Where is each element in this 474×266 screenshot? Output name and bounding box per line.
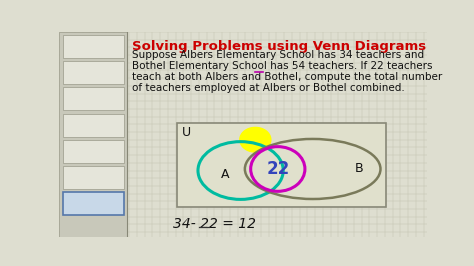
- Text: Bothel Elementary School has 54 teachers. If 22 teachers: Bothel Elementary School has 54 teachers…: [132, 61, 433, 71]
- FancyBboxPatch shape: [63, 192, 124, 215]
- Text: 22: 22: [266, 160, 290, 178]
- Text: Solving Problems using Venn Diagrams: Solving Problems using Venn Diagrams: [131, 40, 426, 53]
- FancyBboxPatch shape: [63, 61, 124, 84]
- FancyBboxPatch shape: [63, 166, 124, 189]
- Text: B: B: [355, 163, 364, 176]
- FancyBboxPatch shape: [63, 140, 124, 163]
- Text: teach at both Albers and Bothel, compute the total number: teach at both Albers and Bothel, compute…: [132, 72, 442, 82]
- FancyBboxPatch shape: [63, 114, 124, 137]
- Text: 34- 22 = 12: 34- 22 = 12: [173, 217, 256, 231]
- Text: of teachers employed at Albers or Bothel combined.: of teachers employed at Albers or Bothel…: [132, 83, 405, 93]
- FancyBboxPatch shape: [63, 87, 124, 110]
- Text: A: A: [221, 168, 229, 181]
- Polygon shape: [240, 127, 271, 152]
- FancyBboxPatch shape: [63, 35, 124, 58]
- Text: Suppose Albers Elementary School has 34 teachers and: Suppose Albers Elementary School has 34 …: [132, 50, 424, 60]
- Text: U: U: [182, 126, 191, 139]
- Bar: [59, 32, 128, 237]
- Bar: [177, 123, 386, 207]
